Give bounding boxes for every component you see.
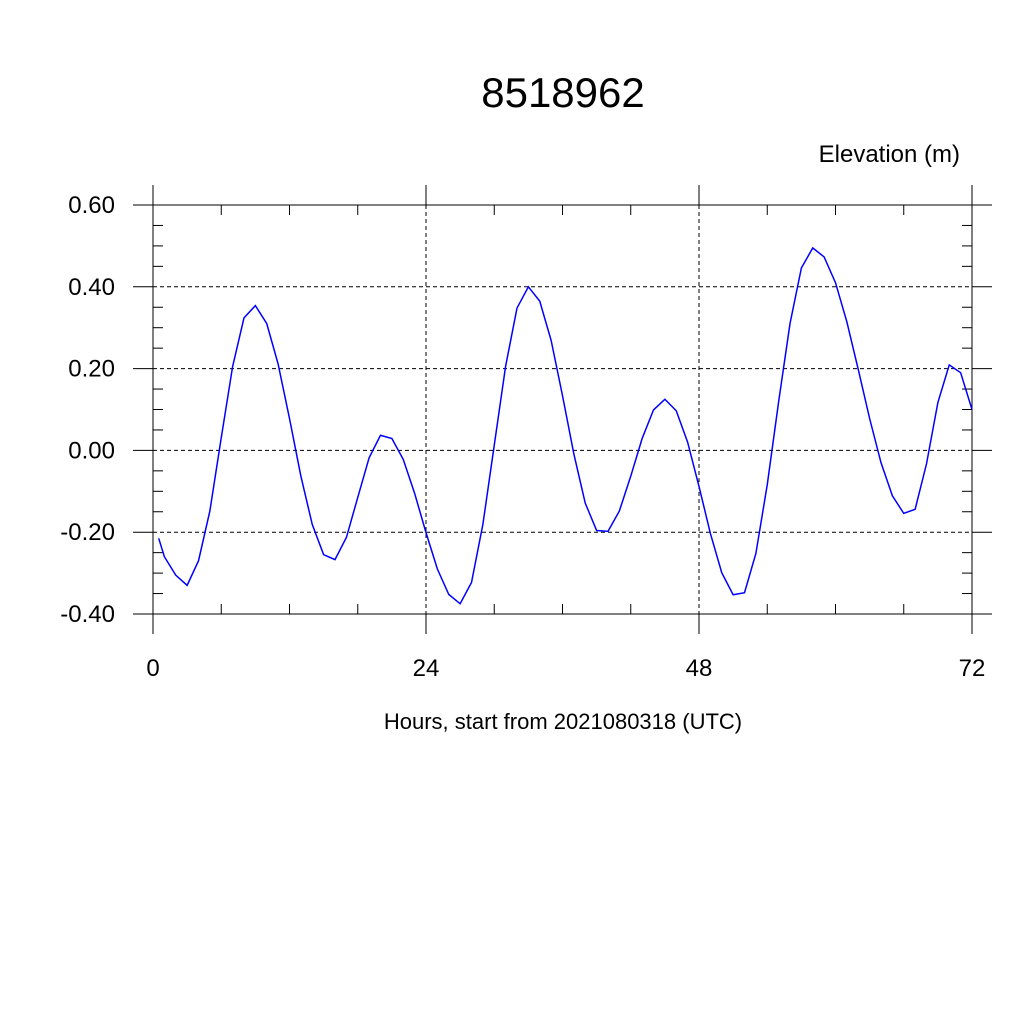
y-tick-label: 0.40 xyxy=(68,274,115,301)
x-tick-label: 0 xyxy=(146,655,159,682)
data-line xyxy=(157,246,973,605)
y-tick-label: 0.60 xyxy=(68,192,115,219)
y-tick-label: 0.20 xyxy=(68,356,115,383)
x-tick-label: 24 xyxy=(413,655,440,682)
x-tick-label: 72 xyxy=(959,655,986,682)
plot-frame xyxy=(152,204,973,615)
chart-title: 8518962 xyxy=(481,69,645,116)
y-tick-label: -0.20 xyxy=(60,519,115,546)
subtitle: Elevation (m) xyxy=(819,141,960,168)
x-tick-label: 48 xyxy=(686,655,713,682)
y-tick-label: -0.40 xyxy=(60,601,115,628)
x-axis-title: Hours, start from 2021080318 (UTC) xyxy=(384,709,742,734)
y-tick-label: 0.00 xyxy=(68,437,115,464)
